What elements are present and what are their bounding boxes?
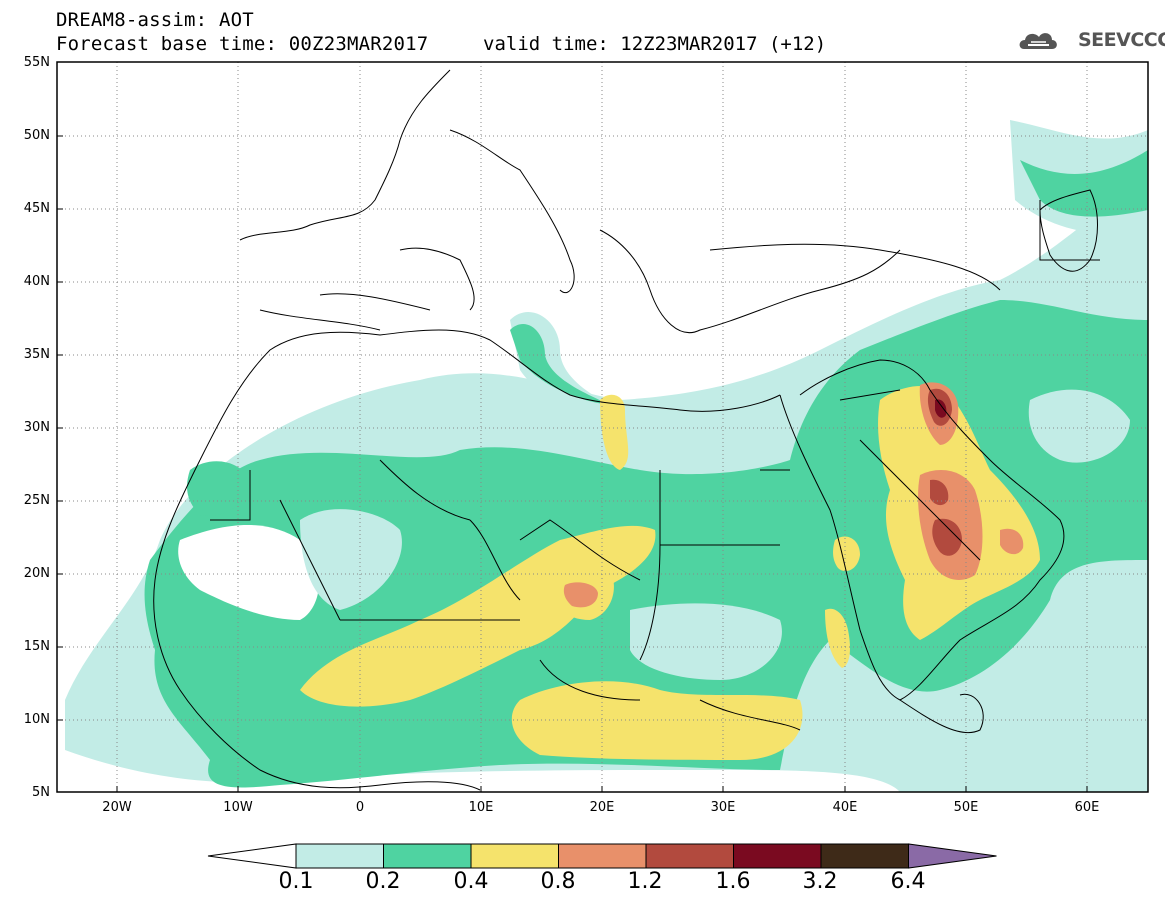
legend-label: 3.2	[802, 869, 838, 894]
lat-label: 55N	[23, 55, 50, 70]
aot-contour-1.6	[935, 399, 947, 418]
legend-label: 0.1	[278, 869, 314, 894]
lat-label: 50N	[23, 128, 50, 143]
lat-label: 45N	[23, 201, 50, 216]
legend-label: 6.4	[890, 869, 926, 894]
lon-label: 40E	[832, 800, 858, 815]
lat-label: 10N	[23, 712, 50, 727]
lon-label: 10E	[468, 800, 494, 815]
lat-label: 5N	[32, 785, 50, 800]
coastlines	[153, 69, 1100, 791]
lat-label: 20N	[23, 566, 50, 581]
chart-title: DREAM8-assim: AOT	[56, 9, 254, 31]
lat-label: 30N	[23, 420, 50, 435]
legend-label: 1.6	[715, 869, 751, 894]
lat-label: 40N	[23, 274, 50, 289]
lon-label: 20E	[589, 800, 615, 815]
lon-label: 0	[355, 800, 365, 815]
axis-ticks	[57, 135, 1088, 792]
legend-label: 0.4	[453, 869, 489, 894]
lon-label: 20W	[102, 800, 132, 815]
legend-label: 0.2	[365, 869, 401, 894]
forecast-base-time: Forecast base time: 00Z23MAR2017	[56, 33, 429, 55]
lat-label: 15N	[23, 639, 50, 654]
valid-time: valid time: 12Z23MAR2017 (+12)	[483, 33, 827, 55]
aot-contour-1.2	[932, 518, 962, 556]
lat-label: 35N	[23, 347, 50, 362]
graticule	[57, 62, 1148, 792]
lon-label: 30E	[710, 800, 736, 815]
cloud-logo-icon	[1019, 33, 1057, 49]
lon-label: 60E	[1074, 800, 1100, 815]
legend-label: 0.8	[540, 869, 576, 894]
legend-label: 1.2	[627, 869, 663, 894]
lon-label: 10W	[223, 800, 253, 815]
logo-text: SEEVCCC	[1078, 29, 1165, 51]
lon-label: 50E	[953, 800, 979, 815]
lat-label: 25N	[23, 493, 50, 508]
